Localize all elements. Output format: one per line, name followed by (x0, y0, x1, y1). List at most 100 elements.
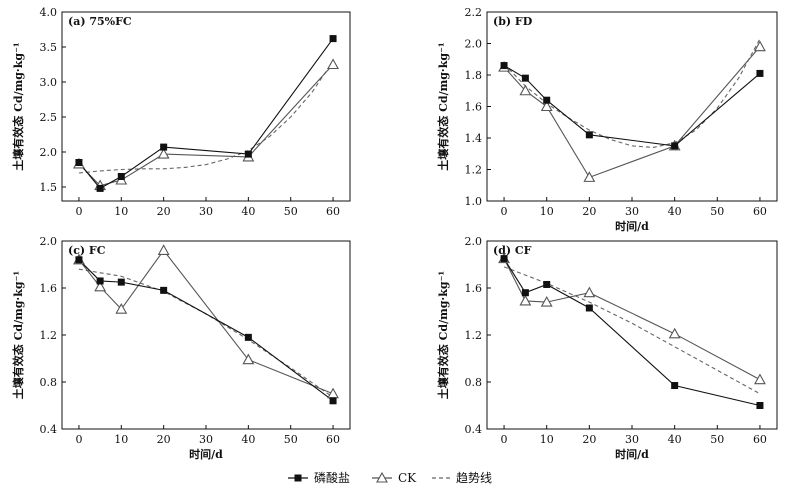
x-tick-label: 60 (753, 205, 767, 218)
x-tick-label: 0 (75, 433, 82, 446)
phosphate-point (671, 142, 679, 150)
series-line-phosphate (503, 65, 761, 147)
ck-point (519, 294, 532, 306)
phosphate-point (244, 333, 252, 341)
x-tick-label: 30 (625, 433, 639, 446)
phosphate-point (117, 278, 125, 286)
y-tick-label: 2.0 (40, 146, 58, 159)
y-tick-label: 3.0 (40, 76, 58, 89)
phosphate-point (521, 289, 529, 297)
ck-point (754, 373, 766, 385)
phosphate-point (117, 173, 125, 180)
x-tick-label: 10 (114, 205, 128, 218)
legend-label-phosphate: 磷酸盐 (314, 470, 350, 485)
y-tick-label: 1.6 (465, 101, 483, 114)
ck-point (668, 327, 681, 339)
y-tick-label: 2.0 (465, 235, 483, 248)
phosphate-point (543, 96, 551, 104)
y-tick-label: 1.8 (465, 69, 483, 82)
y-tick-label: 1.2 (465, 329, 483, 342)
x-tick-label: 10 (540, 205, 554, 218)
x-tick-label: 10 (114, 433, 128, 446)
phosphate-point (329, 397, 337, 405)
x-tick-label: 40 (668, 433, 682, 446)
x-tick-label: 0 (501, 205, 508, 218)
series-line-ck (78, 249, 334, 395)
x-tick-label: 60 (326, 433, 340, 446)
y-tick-label: 4.0 (40, 6, 58, 19)
y-tick-label: 1.0 (465, 195, 483, 208)
phosphate-point (500, 255, 508, 263)
plot-frame (61, 11, 351, 202)
x-tick-label: 40 (241, 433, 255, 446)
chart-panel-3: 0 10 20 30 40 50 60 0.4 0.8 1.2 1.6 2.0 (d) CF 土壤有效态 … (436, 235, 778, 461)
phosphate-point (543, 280, 551, 288)
y-tick-label: 2.5 (40, 111, 58, 124)
chart-panel-2: 0 10 20 30 40 50 60 0.4 0.8 1.2 1.6 2.0 (c) FC 土壤有效态 … (11, 235, 351, 461)
phosphate-point (96, 184, 104, 192)
phosphate-point (75, 256, 83, 264)
phosphate-point (521, 74, 529, 82)
y-tick-label: 2.2 (465, 6, 483, 19)
phosphate-point (585, 304, 593, 312)
x-tick-label: 50 (710, 205, 724, 218)
y-tick-label: 0.4 (40, 423, 58, 436)
series-line-phosphate (78, 259, 334, 402)
x-tick-label: 50 (284, 205, 298, 218)
y-axis-label: 土壤有效态 Cd/mg·kg⁻¹ (436, 42, 450, 171)
ck-point (157, 147, 170, 159)
y-tick-label: 2.0 (465, 38, 483, 51)
plot-frame (486, 240, 778, 430)
chart-panel-0: 0 10 20 30 40 50 60 1.5 2.0 2.5 3.0 3.5 4.0 (a) 75%FC… (11, 6, 351, 218)
panel-title: (d) CF (493, 244, 532, 257)
y-tick-label: 0.8 (40, 376, 58, 389)
series-line-ck (503, 46, 761, 179)
x-tick-label: 20 (157, 433, 171, 446)
y-tick-label: 1.6 (465, 282, 483, 295)
ck-point (115, 303, 128, 314)
series-line-phosphate (503, 258, 761, 407)
ck-point (519, 84, 532, 96)
series-line-phosphate (78, 38, 334, 190)
phosphate-point (244, 150, 252, 158)
y-tick-label: 1.5 (40, 181, 58, 194)
y-tick-label: 0.4 (465, 423, 483, 436)
phosphate-point (160, 143, 168, 151)
panel-title: (a) 75%FC (68, 15, 132, 28)
ck-point (583, 171, 596, 182)
x-tick-label: 0 (75, 205, 82, 218)
y-axis-label: 土壤有效态 Cd/mg·kg⁻¹ (436, 271, 450, 400)
y-tick-label: 2.0 (40, 235, 58, 248)
y-tick-label: 0.8 (465, 376, 483, 389)
y-tick-label: 1.6 (40, 282, 58, 295)
series-line-trend (78, 60, 334, 174)
x-tick-label: 20 (582, 433, 596, 446)
x-tick-label: 40 (668, 205, 682, 218)
legend-label-trend: 趋势线 (456, 471, 492, 485)
x-tick-label: 0 (501, 433, 508, 446)
x-tick-label: 50 (284, 433, 298, 446)
x-axis-label: 时间/d (615, 219, 649, 233)
x-tick-label: 30 (199, 205, 213, 218)
x-tick-label: 20 (157, 205, 171, 218)
phosphate-point (329, 35, 337, 43)
y-tick-label: 3.5 (40, 41, 58, 54)
phosphate-point (96, 277, 104, 285)
x-tick-label: 30 (199, 433, 213, 446)
ck-point (540, 100, 553, 112)
legend-item-phosphate: 磷酸盐 (288, 470, 350, 485)
x-tick-label: 40 (241, 205, 255, 218)
phosphate-point (500, 62, 508, 70)
x-axis-label: 时间/d (615, 447, 649, 461)
ck-point (327, 387, 339, 399)
ck-point (754, 40, 766, 52)
panel-title: (c) FC (68, 244, 106, 257)
ck-point (94, 280, 107, 292)
phosphate-point (585, 131, 593, 139)
legend-item-ck: CK (372, 471, 417, 485)
plot-frame (61, 240, 351, 430)
legend-label-ck: CK (398, 471, 417, 485)
phosphate-point (756, 402, 764, 409)
phosphate-point (671, 382, 679, 390)
